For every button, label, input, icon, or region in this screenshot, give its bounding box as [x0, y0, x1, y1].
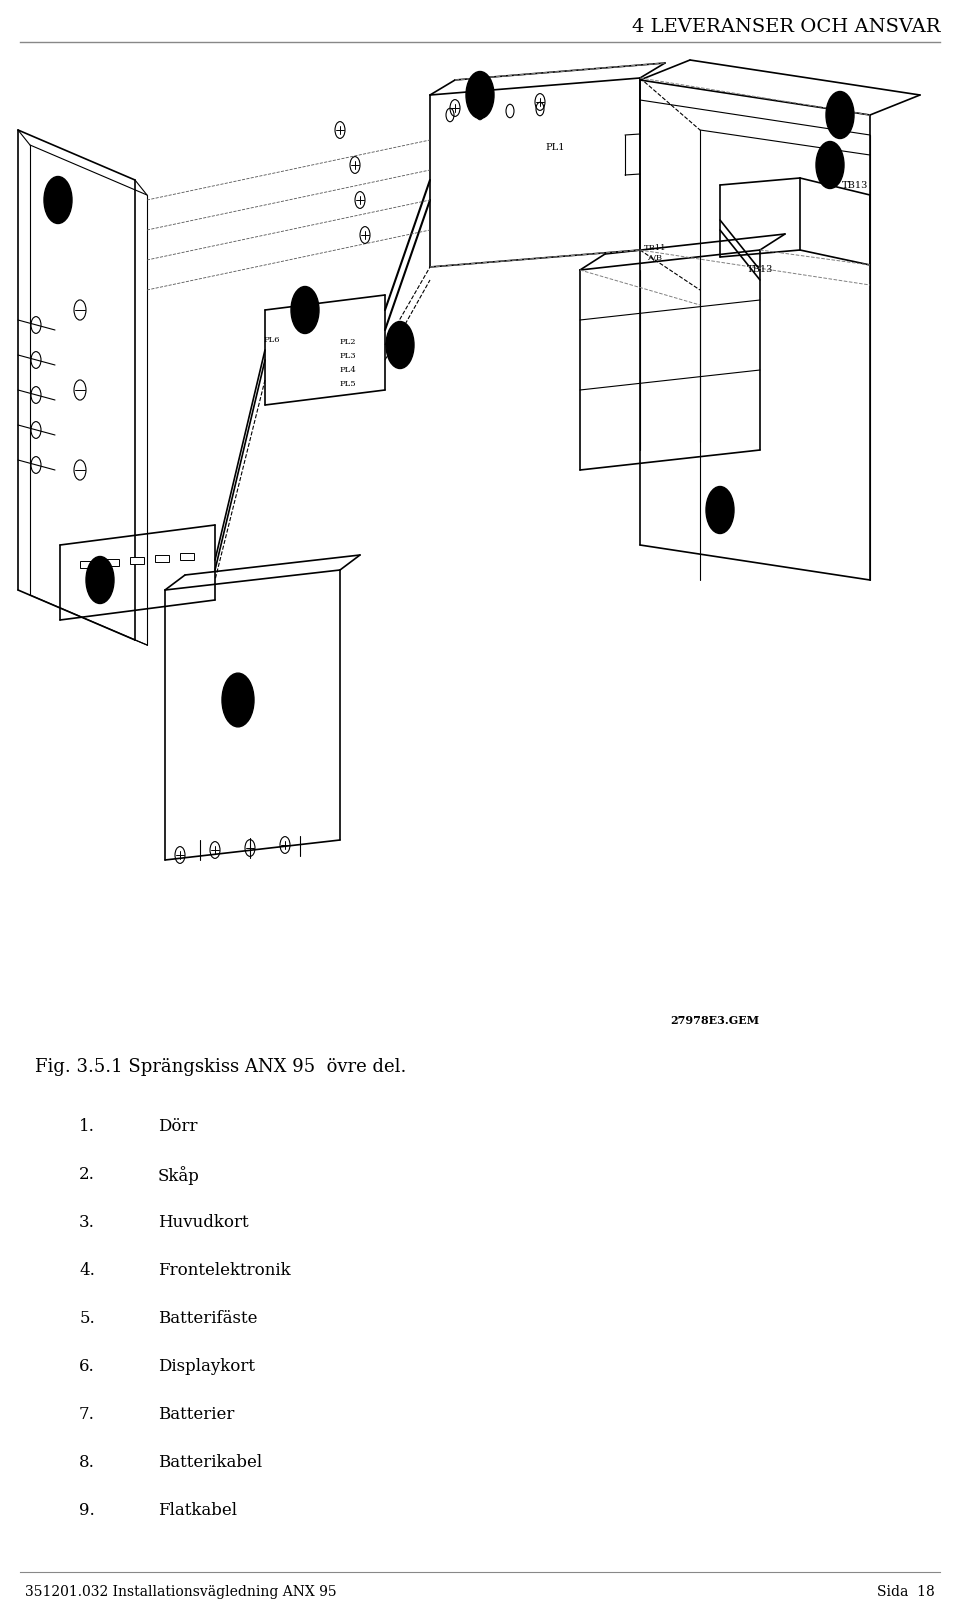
Text: Batterier: Batterier [158, 1406, 234, 1423]
Text: 3.: 3. [79, 1214, 95, 1232]
Text: 7.: 7. [79, 1406, 95, 1423]
Circle shape [466, 71, 494, 119]
Text: 27978E3.GEM: 27978E3.GEM [670, 1016, 759, 1025]
Circle shape [706, 487, 734, 534]
Text: 1.: 1. [79, 1119, 95, 1135]
Text: 9: 9 [396, 339, 404, 351]
Text: 6: 6 [96, 572, 105, 587]
Text: 2: 2 [835, 108, 845, 123]
Text: 351201.032 Installationsvägledning ANX 95: 351201.032 Installationsvägledning ANX 9… [25, 1585, 337, 1599]
Text: Displaykort: Displaykort [158, 1357, 255, 1375]
Text: PL3: PL3 [340, 351, 356, 359]
Text: A/B: A/B [647, 255, 662, 263]
Text: TB13: TB13 [842, 181, 868, 190]
Text: 8.: 8. [79, 1454, 95, 1472]
Text: PL6: PL6 [264, 335, 280, 343]
Text: 6.: 6. [80, 1357, 95, 1375]
Circle shape [291, 287, 319, 334]
Text: Huvudkort: Huvudkort [158, 1214, 249, 1232]
Text: PL2: PL2 [340, 339, 356, 347]
Text: TB13: TB13 [747, 266, 773, 274]
Text: PL5: PL5 [340, 380, 356, 388]
Bar [155, 555, 169, 563]
Bar [180, 553, 194, 559]
Text: Skåp: Skåp [158, 1165, 200, 1185]
Text: Flatkabel: Flatkabel [158, 1502, 237, 1519]
Text: 8: 8 [826, 158, 834, 172]
Text: Frontelektronik: Frontelektronik [158, 1262, 291, 1278]
Text: 1: 1 [54, 193, 62, 206]
Text: TB11: TB11 [644, 243, 666, 251]
Circle shape [44, 176, 72, 224]
Bar [105, 559, 119, 566]
Text: 5: 5 [233, 693, 242, 708]
Bar [130, 558, 144, 564]
Text: Dörr: Dörr [158, 1119, 198, 1135]
Circle shape [816, 142, 844, 189]
Circle shape [826, 92, 854, 139]
Text: 5.: 5. [80, 1311, 95, 1327]
Text: 9.: 9. [80, 1502, 95, 1519]
Text: 3: 3 [475, 89, 485, 102]
Text: 7: 7 [715, 503, 725, 517]
Text: 4 LEVERANSER OCH ANSVAR: 4 LEVERANSER OCH ANSVAR [632, 18, 940, 35]
Circle shape [222, 674, 254, 727]
Text: 4.: 4. [79, 1262, 95, 1278]
Text: PL1: PL1 [545, 143, 564, 153]
Circle shape [86, 556, 114, 603]
Text: 4: 4 [300, 303, 309, 318]
Text: Batterifäste: Batterifäste [158, 1311, 257, 1327]
Bar [80, 561, 94, 567]
Text: Sida  18: Sida 18 [877, 1585, 935, 1599]
Text: Batterikabel: Batterikabel [158, 1454, 262, 1472]
Circle shape [386, 321, 414, 369]
Text: Fig. 3.5.1 Sprängskiss ANX 95  övre del.: Fig. 3.5.1 Sprängskiss ANX 95 övre del. [35, 1057, 406, 1075]
Text: 2.: 2. [79, 1165, 95, 1183]
Text: PL4: PL4 [340, 366, 356, 374]
